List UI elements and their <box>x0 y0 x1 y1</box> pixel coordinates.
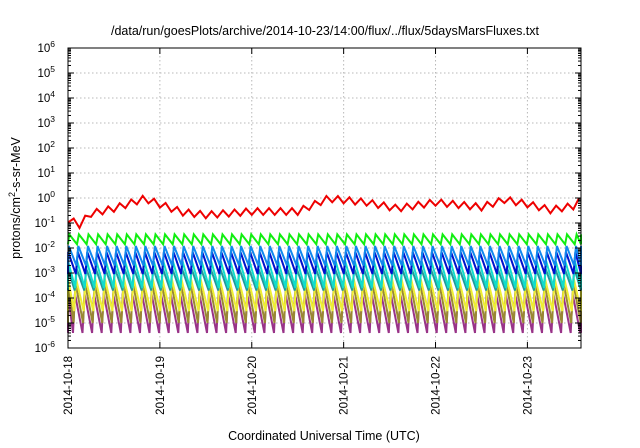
y-tick-base: 10 <box>35 218 48 230</box>
y-tick-exponent: -3 <box>47 264 55 274</box>
y-tick-label: 101 <box>37 164 55 180</box>
y-tick-exponent: -5 <box>47 314 55 324</box>
y-tick-label: 10-5 <box>35 314 56 330</box>
y-tick-base: 10 <box>37 43 50 55</box>
y-tick-exponent: 4 <box>50 89 55 99</box>
y-tick-exponent: -1 <box>47 214 55 224</box>
y-tick-exponent: -6 <box>47 339 55 349</box>
y-tick-exponent: 2 <box>50 139 55 149</box>
y-tick-base: 10 <box>35 268 48 280</box>
x-tick-label: 2014-10-18 <box>63 356 75 415</box>
y-tick-label: 10-6 <box>35 339 56 355</box>
y-tick-label: 103 <box>37 114 55 130</box>
x-tick-label: 2014-10-23 <box>522 356 534 415</box>
y-tick-label: 10-1 <box>35 214 56 230</box>
series-line <box>67 245 582 266</box>
y-axis-label-sup: 2 <box>7 192 17 197</box>
y-tick-label: 10-2 <box>35 239 56 255</box>
x-tick-label: 2014-10-20 <box>247 356 259 415</box>
y-tick-base: 10 <box>37 68 50 80</box>
y-tick-label: 102 <box>37 139 55 155</box>
chart-title: /data/run/goesPlots/archive/2014-10-23/1… <box>111 24 540 38</box>
series-line <box>67 194 580 231</box>
y-tick-exponent: 0 <box>50 189 55 199</box>
y-tick-label: 10-4 <box>35 289 56 305</box>
series-line <box>67 231 582 247</box>
y-tick-label: 10-3 <box>35 264 56 280</box>
y-tick-exponent: -2 <box>47 239 55 249</box>
x-tick-label: 2014-10-19 <box>155 356 167 415</box>
y-tick-base: 10 <box>37 143 50 155</box>
y-tick-base: 10 <box>37 118 50 130</box>
y-axis-label-rest: -s-sr-MeV <box>9 136 23 192</box>
x-tick-label: 2014-10-21 <box>339 356 351 415</box>
y-axis-label-base: protons/cm <box>9 197 23 259</box>
y-tick-base: 10 <box>37 193 50 205</box>
y-tick-base: 10 <box>35 343 48 355</box>
y-tick-label: 100 <box>37 189 55 205</box>
y-tick-exponent: 3 <box>50 114 55 124</box>
y-tick-base: 10 <box>35 243 48 255</box>
plot-frame <box>67 47 582 349</box>
y-tick-exponent: 1 <box>50 164 55 174</box>
y-tick-label: 104 <box>37 89 55 105</box>
y-tick-label: 105 <box>37 64 55 80</box>
y-tick-labels: 10610510410310210110010-110-210-310-410-… <box>35 39 56 355</box>
x-tick-labels: 2014-10-18 2014-10-19 2014-10-20 2014-10-21… <box>63 356 534 415</box>
y-tick-exponent: 5 <box>50 64 55 74</box>
y-tick-exponent: -4 <box>47 289 55 299</box>
y-tick-base: 10 <box>35 293 48 305</box>
y-tick-base: 10 <box>37 93 50 105</box>
y-tick-label: 106 <box>37 39 55 55</box>
y-tick-exponent: 6 <box>50 39 55 49</box>
x-axis-label: Coordinated Universal Time (UTC) <box>228 429 420 443</box>
y-tick-base: 10 <box>35 318 48 330</box>
x-tick-label: 2014-10-22 <box>431 356 443 415</box>
y-tick-base: 10 <box>37 168 50 180</box>
series-layer <box>67 194 582 334</box>
y-axis-label: protons/cm2-s-sr-MeV <box>7 136 23 258</box>
